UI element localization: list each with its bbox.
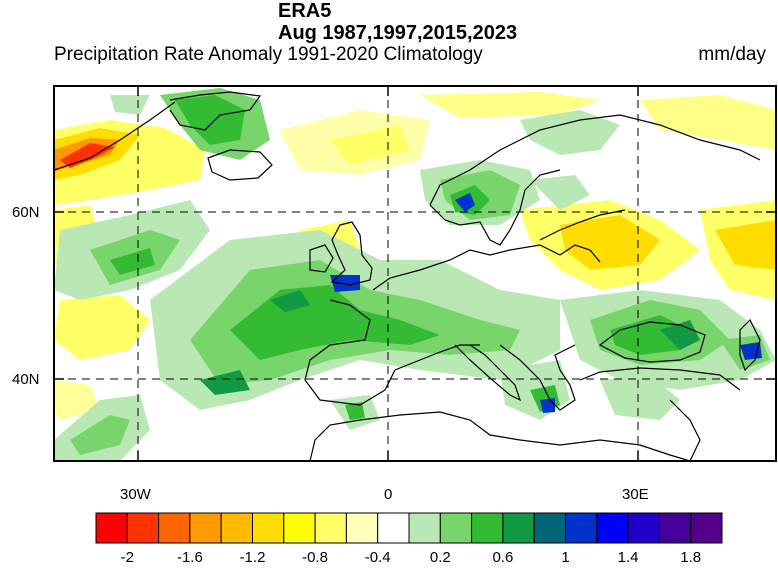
colorbar-label: 0.2 xyxy=(429,549,451,566)
colorbar-swatch xyxy=(220,512,253,544)
colorbar-swatch xyxy=(126,512,160,544)
coastlines xyxy=(54,91,761,461)
colorbar-label: -0.8 xyxy=(302,549,329,566)
map-frame xyxy=(53,85,777,462)
gridlines xyxy=(54,86,776,461)
lon-tick-0: 0 xyxy=(384,486,393,503)
colorbar-swatch xyxy=(596,512,629,544)
colorbar-swatch xyxy=(627,512,660,544)
tick-marks xyxy=(54,86,776,461)
colorbar-label: 0.6 xyxy=(492,549,514,566)
colorbar-swatch xyxy=(189,512,222,544)
anomaly-field xyxy=(54,86,776,461)
colorbar-swatch xyxy=(345,512,379,544)
colorbar-label: -1.6 xyxy=(176,549,203,566)
colorbar-swatch xyxy=(502,512,535,544)
lat-tick-40n: 40N xyxy=(12,371,40,388)
lon-tick-30e: 30E xyxy=(622,486,649,503)
colorbar-swatch xyxy=(408,512,441,544)
figure-title: ERA5 xyxy=(278,0,332,22)
colorbar-label: -0.4 xyxy=(364,549,391,566)
colorbar-swatch xyxy=(377,512,410,544)
colorbar-label: 1.8 xyxy=(680,549,702,566)
colorbar-swatch xyxy=(252,512,285,544)
colorbar-label: 1 xyxy=(561,549,570,566)
colorbar-swatch xyxy=(658,512,692,544)
colorbar-label: -1.2 xyxy=(239,549,266,566)
lon-tick-30w: 30W xyxy=(120,486,151,503)
colorbar-swatch xyxy=(439,512,473,544)
colorbar-swatch xyxy=(533,512,567,544)
units-label: mm/day xyxy=(698,44,766,65)
colorbar-swatch xyxy=(95,512,128,544)
colorbar-swatch xyxy=(565,512,598,544)
colorbar-label: -2 xyxy=(120,549,134,566)
colorbar xyxy=(95,512,723,544)
colorbar-swatch xyxy=(471,512,504,544)
colorbar-swatch xyxy=(314,512,347,544)
colorbar-label: 1.4 xyxy=(617,549,639,566)
figure-period: Aug 1987,1997,2015,2023 xyxy=(278,22,518,44)
colorbar-swatch xyxy=(158,512,191,544)
colorbar-swatch xyxy=(690,512,723,544)
lat-tick-60n: 60N xyxy=(12,204,40,221)
colorbar-swatch xyxy=(283,512,316,544)
figure-subtitle: Precipitation Rate Anomaly 1991-2020 Cli… xyxy=(54,44,483,65)
